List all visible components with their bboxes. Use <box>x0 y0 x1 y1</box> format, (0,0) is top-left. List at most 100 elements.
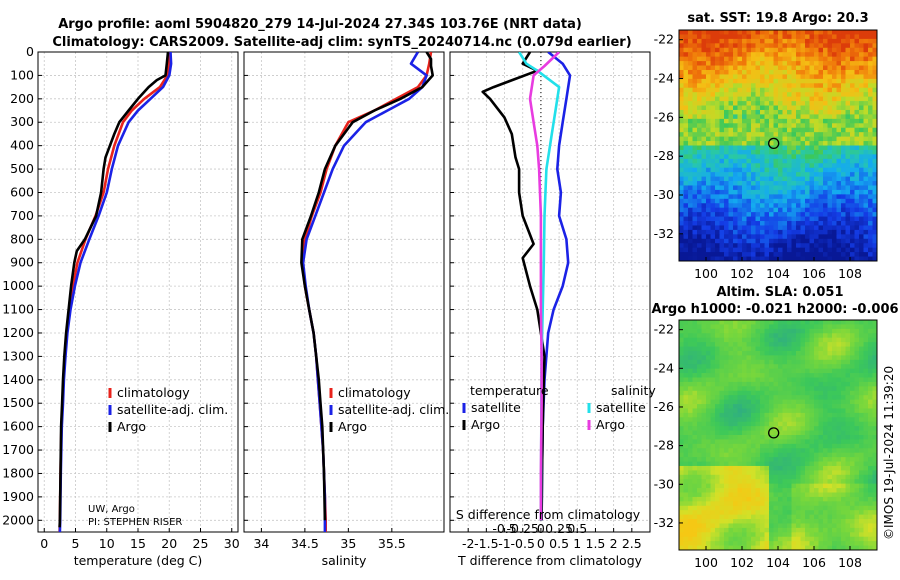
heatmap-cell <box>805 514 810 520</box>
heatmap-cell <box>841 181 846 186</box>
heatmap-cell <box>742 114 747 120</box>
heatmap-cell <box>836 527 842 533</box>
heatmap-cell <box>683 198 689 204</box>
heatmap-cell <box>728 426 734 431</box>
heatmap-cell <box>764 225 770 231</box>
heatmap-cell <box>715 229 720 235</box>
heatmap-cell <box>854 149 860 155</box>
heatmap-cell <box>863 408 869 414</box>
heatmap-cell <box>841 225 846 231</box>
heatmap-cell <box>791 221 797 226</box>
heatmap-cell <box>796 373 801 378</box>
heatmap-cell <box>782 65 788 71</box>
heatmap-cell <box>850 470 855 476</box>
heatmap-cell <box>715 247 720 253</box>
heatmap-cell <box>724 333 729 339</box>
heatmap-cell <box>796 212 801 217</box>
heatmap-cell <box>773 96 779 102</box>
heatmap-cell <box>863 523 869 529</box>
heatmap-cell <box>760 127 765 133</box>
heatmap-cell <box>742 65 747 71</box>
heatmap-cell <box>692 34 698 40</box>
legend-label: satellite <box>471 400 521 415</box>
heatmap-cell <box>760 198 765 204</box>
heatmap-cell <box>832 492 837 498</box>
heatmap-cell <box>719 163 725 169</box>
heatmap-cell <box>697 386 702 392</box>
heatmap-cell <box>692 320 698 325</box>
heatmap-cell <box>836 189 842 195</box>
heatmap-cell <box>751 359 756 365</box>
heatmap-cell <box>778 536 783 542</box>
heatmap-cell <box>773 448 779 454</box>
heatmap-cell <box>742 452 747 458</box>
heatmap-cell <box>773 346 779 352</box>
heatmap-cell <box>760 172 765 177</box>
heatmap-cell <box>800 496 806 502</box>
heatmap-cell <box>769 443 774 449</box>
heatmap-cell <box>746 337 752 343</box>
heatmap-cell <box>764 404 770 409</box>
heatmap-cell <box>782 368 788 374</box>
heatmap-cell <box>692 78 698 84</box>
heatmap-cell <box>773 350 779 356</box>
heatmap-cell <box>773 207 779 213</box>
heatmap-cell <box>814 465 819 471</box>
heatmap-cell <box>733 514 738 520</box>
heatmap-cell <box>787 337 792 343</box>
heatmap-cell <box>850 337 855 343</box>
heatmap-cell <box>796 395 801 401</box>
heatmap-cell <box>791 412 797 418</box>
heatmap-cell <box>818 234 824 240</box>
heatmap-cell <box>751 457 756 462</box>
heatmap-cell <box>782 38 788 44</box>
heatmap-cell <box>796 328 801 334</box>
heatmap-cell <box>710 38 716 44</box>
heatmap-cell <box>773 83 779 89</box>
heatmap-cell <box>701 194 707 200</box>
heatmap-cell <box>728 333 734 339</box>
heatmap-cell <box>872 404 878 409</box>
heatmap-cell <box>854 501 860 507</box>
heatmap-cell <box>791 105 797 111</box>
heatmap-cell <box>863 38 869 44</box>
heatmap-cell <box>751 74 756 80</box>
heatmap-cell <box>841 74 846 80</box>
heatmap-cell <box>701 252 707 257</box>
heatmap-cell <box>868 198 873 204</box>
heatmap-cell <box>728 78 734 84</box>
heatmap-cell <box>679 532 684 538</box>
heatmap-cell <box>746 56 752 62</box>
heatmap-cell <box>755 256 761 262</box>
heatmap-cell <box>733 395 738 401</box>
heatmap-cell <box>688 118 693 124</box>
heatmap-cell <box>872 229 878 235</box>
heatmap-cell <box>755 408 761 414</box>
heatmap-cell <box>814 452 819 458</box>
heatmap-cell <box>800 510 806 516</box>
heatmap-cell <box>733 247 738 253</box>
heatmap-cell <box>863 123 869 129</box>
heatmap-cell <box>863 501 869 507</box>
heatmap-cell <box>791 545 797 551</box>
heatmap-cell <box>823 47 828 53</box>
heatmap-cell <box>719 207 725 213</box>
heatmap-cell <box>683 83 689 89</box>
heatmap-cell <box>868 457 873 462</box>
heatmap-cell <box>805 545 810 551</box>
heatmap-cell <box>733 333 738 339</box>
heatmap-cell <box>782 324 788 330</box>
heatmap-cell <box>719 523 725 529</box>
heatmap-cell <box>778 479 783 485</box>
heatmap-cell <box>836 505 842 511</box>
heatmap-cell <box>692 225 698 231</box>
heatmap-cell <box>755 536 761 542</box>
heatmap-cell <box>692 479 698 485</box>
heatmap-cell <box>854 536 860 542</box>
heatmap-cell <box>760 342 765 347</box>
heatmap-cell <box>841 52 846 58</box>
heatmap-cell <box>814 417 819 423</box>
heatmap-cell <box>863 470 869 476</box>
heatmap-cell <box>706 368 711 374</box>
heatmap-cell <box>854 333 860 339</box>
